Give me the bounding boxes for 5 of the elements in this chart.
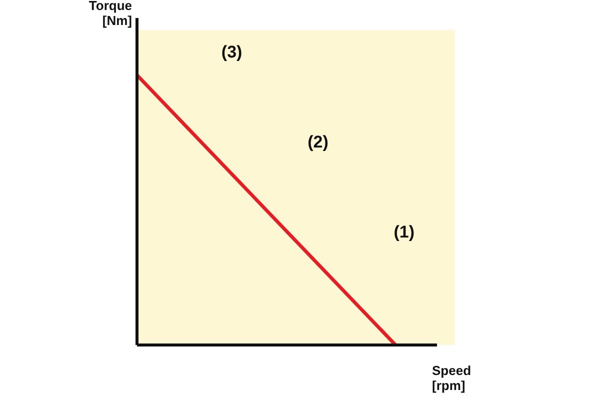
x-axis-title: Speed [rpm] bbox=[432, 363, 472, 393]
text: (3) bbox=[221, 42, 242, 62]
annotation: (1) bbox=[394, 222, 415, 242]
annotation: (2) bbox=[308, 132, 328, 152]
y-axis-title: Torque [Nm] bbox=[88, 0, 132, 28]
